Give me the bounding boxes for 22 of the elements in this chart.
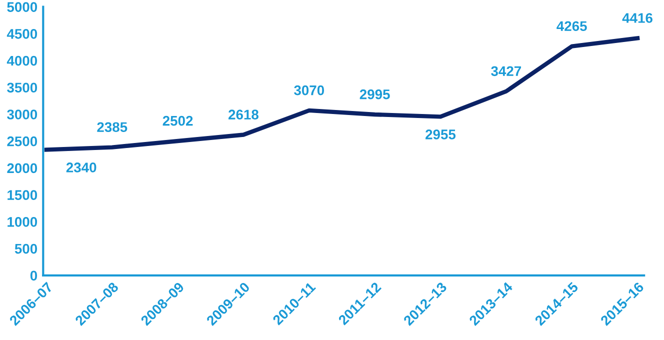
y-tick-label: 3500 (7, 82, 38, 93)
data-label: 2995 (360, 89, 390, 100)
data-label: 2340 (66, 162, 96, 172)
data-label: 3070 (294, 85, 324, 96)
data-label: 4416 (622, 13, 652, 23)
data-label: 3427 (491, 66, 522, 76)
y-tick-label: 3000 (7, 110, 38, 120)
y-tick-label: 2500 (7, 136, 38, 146)
data-label: 2955 (426, 130, 456, 140)
data-label: 2385 (97, 122, 128, 132)
y-tick-label: 4000 (6, 56, 38, 66)
y-tick-label: 2000 (7, 163, 38, 174)
y-tick-label: 5000 (7, 2, 38, 12)
line-series (44, 36, 640, 152)
y-tick-label: 1000 (8, 217, 38, 227)
data-label: 2618 (228, 110, 258, 120)
data-label: 4265 (556, 21, 587, 32)
y-tick-label: 4500 (6, 28, 38, 39)
y-tick-label: 1500 (8, 190, 38, 200)
y-tick-label: 0 (30, 270, 38, 281)
data-label: 2502 (162, 116, 193, 126)
y-tick-label: 500 (14, 244, 38, 254)
